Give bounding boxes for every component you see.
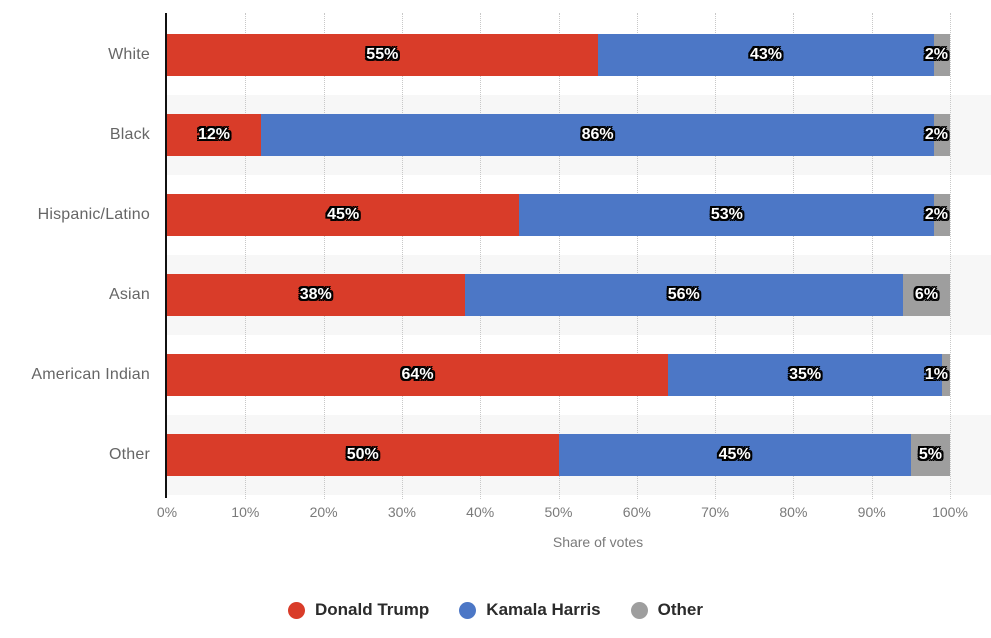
bar-segment[interactable]: 2%	[925, 194, 950, 236]
bar-segment[interactable]: 1%	[925, 354, 950, 396]
bar-segment[interactable]: 55%	[167, 34, 598, 76]
bar-row: 50% 45% 5%	[167, 434, 950, 476]
bar-value-label: 56%	[667, 286, 700, 303]
x-tick-label: 30%	[387, 504, 416, 520]
legend: Donald Trump Kamala Harris Other	[0, 593, 991, 627]
bar-value-label: 50%	[346, 446, 379, 463]
x-tick-label: 100%	[932, 504, 968, 520]
bar-segment[interactable]: 2%	[925, 34, 950, 76]
gridline	[558, 13, 560, 499]
bar-segment[interactable]: 38%	[167, 274, 465, 316]
bar-row: 64% 35% 1%	[167, 354, 950, 396]
x-axis-title: Share of votes	[552, 534, 644, 550]
category-label: Other	[108, 446, 150, 463]
x-tick-label: 70%	[701, 504, 730, 520]
gridline	[871, 13, 873, 499]
category-label: American Indian	[31, 366, 150, 383]
bar-row: 45% 53% 2%	[167, 194, 950, 236]
legend-marker-icon	[630, 601, 648, 619]
bar-value-label: 53%	[710, 206, 743, 223]
category-label: Black	[109, 126, 150, 143]
legend-marker-icon	[288, 601, 306, 619]
legend-item[interactable]: Kamala Harris	[459, 600, 601, 620]
gridline	[950, 13, 951, 499]
x-tick-label: 10%	[231, 504, 260, 520]
bar-segment[interactable]: 86%	[260, 114, 935, 156]
bar-segment[interactable]: 50%	[167, 434, 559, 476]
legend-label: Kamala Harris	[486, 600, 601, 619]
legend-item[interactable]: Other	[630, 600, 703, 620]
bar-segment[interactable]: 53%	[519, 194, 935, 236]
bar-value-label: 86%	[581, 126, 614, 143]
bar-segment[interactable]: 5%	[910, 434, 950, 476]
gridline	[793, 13, 795, 499]
bar-value-label: 64%	[401, 366, 434, 383]
x-tick-label: 40%	[466, 504, 495, 520]
bar-value-label: 12%	[197, 126, 230, 143]
x-tick-label: 0%	[156, 504, 178, 520]
gridline	[401, 13, 403, 499]
gridline	[245, 13, 247, 499]
gridline	[636, 13, 638, 499]
bar-segment[interactable]: 12%	[167, 114, 261, 156]
bar-value-label: 38%	[299, 286, 332, 303]
bar-segment[interactable]: 45%	[167, 194, 520, 236]
x-tick-label: 50%	[544, 504, 573, 520]
bar-value-label: 43%	[749, 46, 782, 63]
bar-value-label: 55%	[366, 46, 399, 63]
gridline	[480, 13, 482, 499]
bar-segment[interactable]: 6%	[903, 274, 950, 316]
bar-segment[interactable]: 56%	[464, 274, 903, 316]
bar-value-label: 45%	[718, 446, 751, 463]
x-tick-label: 60%	[622, 504, 651, 520]
bar-value-label: 2%	[924, 206, 948, 223]
bar-value-label: 5%	[918, 446, 942, 463]
bar-row: 38% 56% 6%	[167, 274, 950, 316]
category-label: Asian	[108, 286, 150, 303]
gridline	[715, 13, 717, 499]
y-axis-line	[165, 13, 167, 498]
bar-segment[interactable]: 64%	[167, 354, 669, 396]
x-tick-label: 80%	[779, 504, 808, 520]
category-label: Hispanic/Latino	[37, 206, 150, 223]
bar-value-label: 2%	[924, 126, 948, 143]
category-label: White	[108, 46, 150, 63]
bar-segment[interactable]: 43%	[597, 34, 935, 76]
bar-value-label: 6%	[914, 286, 939, 303]
bar-segment[interactable]: 35%	[668, 354, 943, 396]
bar-value-label: 45%	[327, 206, 360, 223]
bar-value-label: 1%	[924, 366, 948, 383]
x-tick-label: 20%	[309, 504, 338, 520]
x-tick-label: 90%	[857, 504, 886, 520]
gridline	[323, 13, 325, 499]
legend-label: Donald Trump	[315, 600, 430, 619]
legend-marker-icon	[459, 601, 477, 619]
bar-value-label: 35%	[789, 366, 822, 383]
bar-row: 12% 86% 2%	[167, 114, 950, 156]
legend-item[interactable]: Donald Trump	[288, 600, 429, 620]
legend-label: Other	[657, 600, 703, 619]
bar-value-label: 2%	[924, 46, 948, 63]
bar-segment[interactable]: 2%	[925, 114, 950, 156]
bar-row: 55% 43% 2%	[167, 34, 950, 76]
bar-segment[interactable]: 45%	[558, 434, 911, 476]
